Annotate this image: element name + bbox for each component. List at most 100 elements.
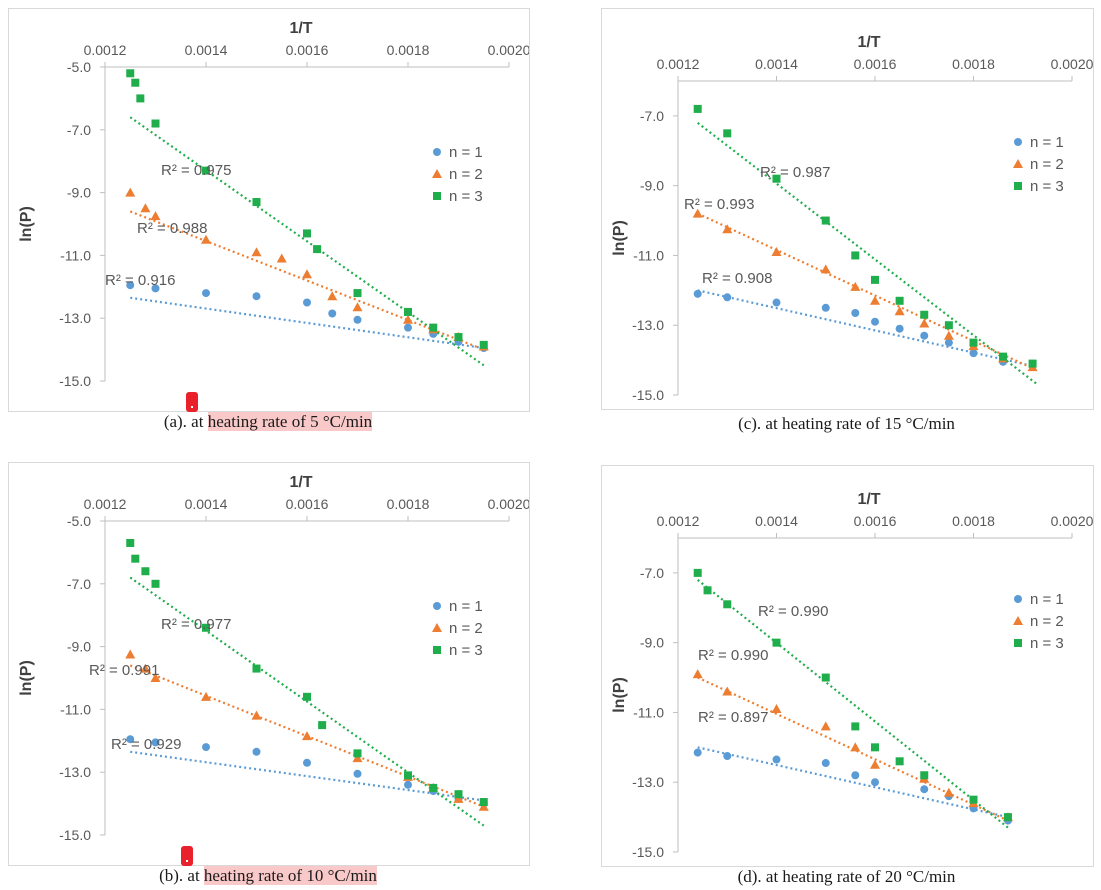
data-point-n3 xyxy=(252,664,261,673)
data-point-n2 xyxy=(692,669,703,679)
data-point-n2 xyxy=(276,253,287,263)
legend-label-n1: n = 1 xyxy=(1030,134,1064,151)
data-point-n2 xyxy=(850,281,861,291)
legend-marker-n3 xyxy=(1014,182,1022,190)
x-tick-label: 0.0018 xyxy=(387,496,430,512)
x-tick-label: 0.0012 xyxy=(84,42,127,58)
y-tick-label: -7.0 xyxy=(67,576,91,592)
data-point-n3 xyxy=(871,743,879,752)
data-point-n2 xyxy=(403,314,413,324)
data-point-n1 xyxy=(151,284,160,293)
data-point-n2 xyxy=(894,306,905,316)
data-point-n3 xyxy=(303,692,311,701)
y-tick-label: -15.0 xyxy=(632,844,664,860)
y-tick-label: -9.0 xyxy=(67,185,91,201)
trendline-n3 xyxy=(129,576,485,827)
data-point-n3 xyxy=(202,166,210,175)
data-point-n2 xyxy=(820,264,831,274)
y-tick-label: -5.0 xyxy=(67,59,91,75)
data-point-n2 xyxy=(125,649,136,659)
data-point-n2 xyxy=(352,753,363,763)
r2-label-n3: R² = 0.987 xyxy=(760,164,830,181)
r2-label-n3: R² = 0.977 xyxy=(161,616,231,633)
y-tick-label: -13.0 xyxy=(59,764,91,780)
y-axis-title: ln(P) xyxy=(18,206,35,242)
data-point-n3 xyxy=(252,198,261,207)
data-point-n3 xyxy=(454,333,463,342)
r2-label-n3: R² = 0.990 xyxy=(758,603,828,620)
data-point-n3 xyxy=(141,567,150,576)
data-point-n1 xyxy=(328,309,337,318)
legend-marker-n1 xyxy=(433,602,441,610)
data-point-n2 xyxy=(771,703,782,713)
r2-label-n2: R² = 0.993 xyxy=(684,196,754,213)
data-point-n2 xyxy=(692,208,703,218)
data-point-n1 xyxy=(353,769,362,778)
y-tick-label: -13.0 xyxy=(59,310,91,326)
chart-panel-a: 0.0012 0.0014 0.0016 0.0018 0.0020 -5.0 -7.0 -9… xyxy=(8,8,530,412)
data-point-n3 xyxy=(969,338,978,347)
data-point-n3 xyxy=(693,104,702,113)
data-point-n3 xyxy=(404,307,412,316)
data-point-n2 xyxy=(140,663,151,673)
data-point-n3 xyxy=(1003,813,1012,822)
data-point-n2 xyxy=(251,710,262,720)
data-point-n3 xyxy=(429,783,438,792)
data-point-n1 xyxy=(404,323,412,332)
x-axis-title: 1/T xyxy=(857,34,880,51)
data-point-n3 xyxy=(429,323,438,332)
data-point-n1 xyxy=(871,317,879,326)
caption-a: (a). at heating rate of 5 °C/min xyxy=(8,412,528,432)
trendline-n2 xyxy=(697,212,1038,372)
x-axis-title: 1/T xyxy=(857,491,880,508)
data-point-n2 xyxy=(327,291,338,301)
data-point-n1 xyxy=(404,780,412,789)
caption-b: (b). at heating rate of 10 °C/min xyxy=(8,866,528,886)
data-point-n3 xyxy=(895,757,904,766)
data-point-n3 xyxy=(151,119,160,128)
caption-c-prefix: (c). at xyxy=(738,414,782,433)
trendline-n3 xyxy=(697,121,1039,386)
marker-pin-icon-a[interactable] xyxy=(186,392,198,412)
y-tick-label: -7.0 xyxy=(640,108,664,124)
data-point-n1 xyxy=(851,771,860,780)
data-point-n3 xyxy=(303,229,311,238)
chart-panel-b: 0.0012 0.0014 0.0016 0.0018 0.0020 -5.0 -7.0 -9… xyxy=(8,462,530,866)
legend-marker-n2 xyxy=(432,623,442,632)
data-point-n1 xyxy=(851,309,860,318)
x-tick-label: 0.0014 xyxy=(185,42,228,58)
marker-pin-icon-b[interactable] xyxy=(181,846,193,866)
y-axis-title: ln(P) xyxy=(611,220,628,256)
data-point-n3 xyxy=(969,795,978,804)
legend-marker-n1 xyxy=(1014,595,1022,603)
legend-label-n3: n = 3 xyxy=(449,642,483,659)
data-point-n1 xyxy=(126,281,135,290)
x-tick-label: 0.0016 xyxy=(286,496,329,512)
data-point-n2 xyxy=(201,691,211,701)
y-tick-label: -9.0 xyxy=(640,635,664,651)
data-point-n3 xyxy=(353,289,362,298)
data-point-n1 xyxy=(151,738,160,747)
data-point-n3 xyxy=(723,129,732,138)
chart-c: 0.0012 0.0014 0.0016 0.0018 0.0020 -7.0 -9.0 -1… xyxy=(611,34,1093,403)
data-point-n1 xyxy=(252,292,261,301)
caption-d: (d). at heating rate of 20 °C/min xyxy=(601,867,1092,887)
chart-panel-d: 0.0012 0.0014 0.0016 0.0018 0.0020 -7.0 -9.0 -1… xyxy=(601,465,1094,867)
data-point-n1 xyxy=(303,298,311,307)
chart-b: 0.0012 0.0014 0.0016 0.0018 0.0020 -5.0 -7.0 -9… xyxy=(18,474,529,843)
data-point-n3 xyxy=(136,94,145,103)
r2-label-n3: R² = 0.975 xyxy=(161,162,231,179)
y-tick-label: -13.0 xyxy=(632,774,664,790)
y-axis-title: ln(P) xyxy=(18,660,35,696)
data-point-n2 xyxy=(722,224,733,234)
data-point-n2 xyxy=(201,234,211,244)
y-tick-label: -11.0 xyxy=(60,247,91,263)
y-tick-label: -5.0 xyxy=(67,513,91,529)
data-point-n1 xyxy=(202,289,210,298)
x-axis-title: 1/T xyxy=(289,20,312,37)
caption-a-highlight: heating rate of 5 °C/min xyxy=(207,412,373,431)
y-tick-label: -15.0 xyxy=(59,827,91,843)
legend-label-n3: n = 3 xyxy=(1030,178,1064,195)
data-point-n1 xyxy=(920,785,929,794)
r2-label-n2: R² = 0.991 xyxy=(89,662,159,679)
